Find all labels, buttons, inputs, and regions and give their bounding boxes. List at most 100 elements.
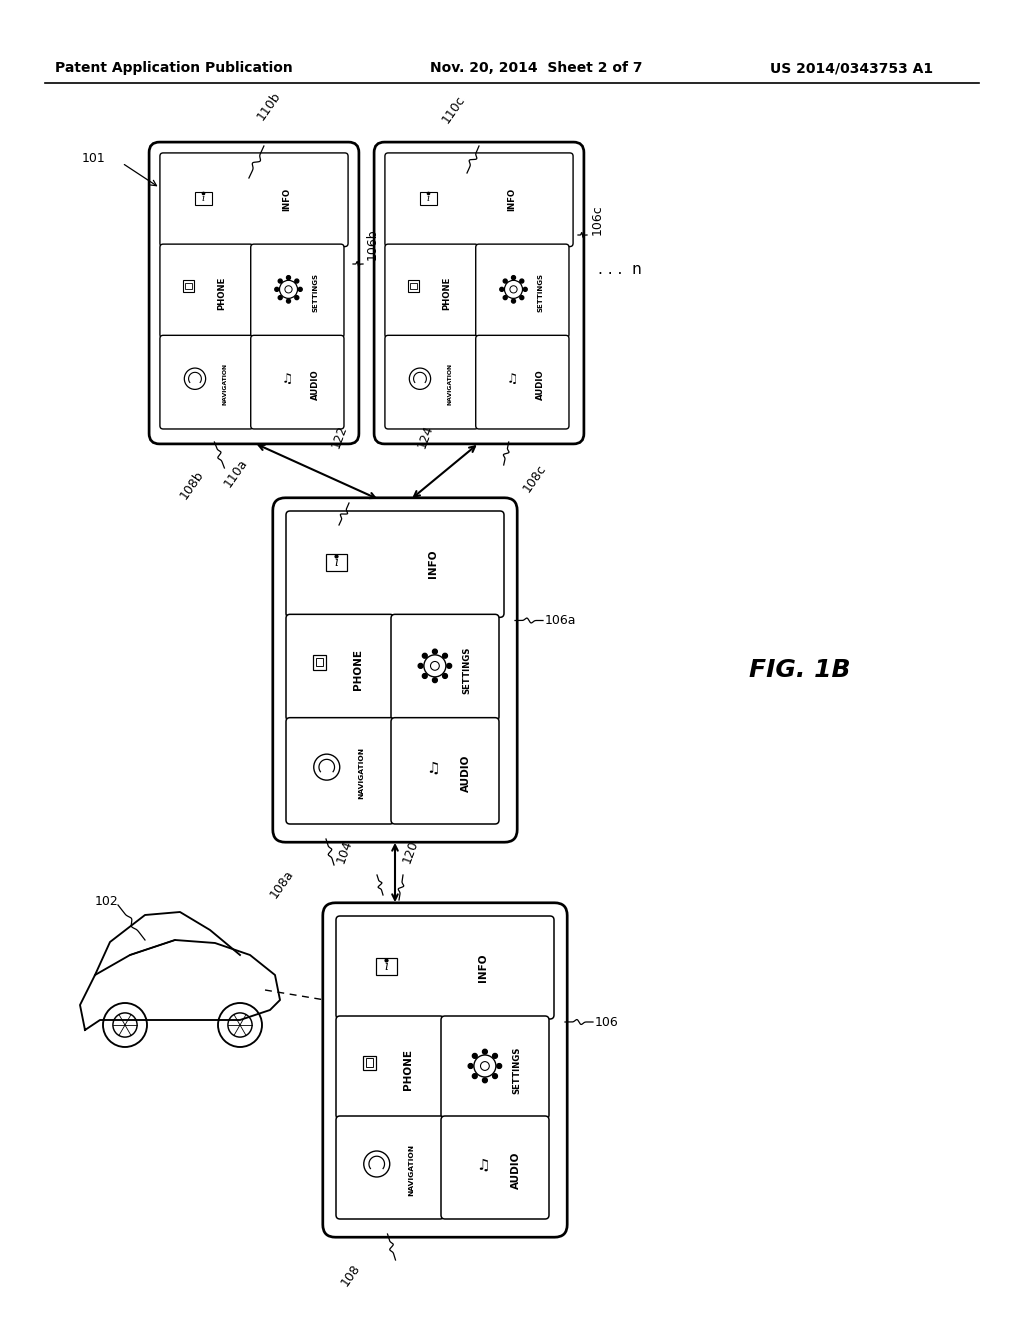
FancyBboxPatch shape — [286, 511, 504, 618]
Circle shape — [422, 653, 427, 659]
Circle shape — [287, 300, 291, 304]
Circle shape — [512, 300, 515, 304]
Circle shape — [298, 288, 302, 292]
Circle shape — [432, 677, 437, 682]
Text: SETTINGS: SETTINGS — [538, 273, 544, 313]
Text: NAVIGATION: NAVIGATION — [447, 363, 453, 405]
FancyBboxPatch shape — [251, 244, 344, 338]
Text: AUDIO: AUDIO — [537, 368, 545, 400]
FancyBboxPatch shape — [476, 335, 569, 429]
Circle shape — [432, 649, 437, 653]
Text: 110b: 110b — [254, 90, 283, 123]
Circle shape — [472, 1073, 477, 1078]
Circle shape — [520, 279, 524, 282]
Text: INFO: INFO — [507, 189, 516, 211]
FancyBboxPatch shape — [323, 903, 567, 1237]
Text: PHONE: PHONE — [353, 649, 364, 690]
FancyBboxPatch shape — [441, 1016, 549, 1119]
FancyBboxPatch shape — [286, 718, 394, 824]
Circle shape — [520, 296, 524, 300]
Text: ♫: ♫ — [476, 1158, 489, 1172]
FancyBboxPatch shape — [195, 191, 212, 206]
Text: i: i — [334, 556, 338, 569]
FancyBboxPatch shape — [374, 143, 584, 444]
FancyBboxPatch shape — [160, 335, 253, 429]
FancyBboxPatch shape — [160, 153, 348, 247]
FancyBboxPatch shape — [160, 244, 253, 338]
Circle shape — [503, 279, 507, 282]
Text: i: i — [202, 194, 205, 203]
Circle shape — [279, 279, 283, 282]
Text: NAVIGATION: NAVIGATION — [222, 363, 227, 405]
Text: PHONE: PHONE — [442, 276, 452, 310]
Circle shape — [482, 1049, 487, 1055]
Text: 124: 124 — [415, 424, 435, 450]
Text: Nov. 20, 2014  Sheet 2 of 7: Nov. 20, 2014 Sheet 2 of 7 — [430, 61, 642, 75]
Text: Patent Application Publication: Patent Application Publication — [55, 61, 293, 75]
Circle shape — [287, 276, 291, 280]
Text: PHONE: PHONE — [403, 1049, 414, 1090]
Text: US 2014/0343753 A1: US 2014/0343753 A1 — [770, 61, 933, 75]
Circle shape — [468, 1064, 473, 1068]
Circle shape — [472, 1053, 477, 1059]
FancyBboxPatch shape — [313, 655, 326, 669]
FancyBboxPatch shape — [251, 335, 344, 429]
FancyBboxPatch shape — [411, 282, 417, 289]
FancyBboxPatch shape — [362, 1056, 376, 1069]
Text: FIG. 1B: FIG. 1B — [750, 657, 851, 682]
FancyBboxPatch shape — [385, 153, 573, 247]
Text: 108b: 108b — [177, 469, 207, 502]
Circle shape — [446, 664, 452, 668]
FancyBboxPatch shape — [326, 554, 347, 572]
Text: 110a: 110a — [221, 457, 250, 490]
FancyBboxPatch shape — [336, 1016, 444, 1119]
Text: i: i — [427, 194, 430, 203]
Text: ♫: ♫ — [426, 760, 439, 776]
FancyBboxPatch shape — [391, 614, 499, 721]
Text: INFO: INFO — [283, 189, 291, 211]
Circle shape — [274, 288, 279, 292]
Circle shape — [500, 288, 504, 292]
FancyBboxPatch shape — [286, 614, 394, 721]
Circle shape — [497, 1064, 502, 1068]
Text: PHONE: PHONE — [218, 276, 226, 310]
Text: 108: 108 — [338, 1262, 362, 1290]
FancyBboxPatch shape — [376, 958, 396, 974]
Text: 120: 120 — [400, 838, 420, 865]
FancyBboxPatch shape — [366, 1059, 374, 1067]
Text: AUDIO: AUDIO — [511, 1151, 521, 1189]
FancyBboxPatch shape — [183, 280, 194, 292]
Text: 108a: 108a — [267, 867, 296, 900]
FancyBboxPatch shape — [409, 280, 419, 292]
FancyBboxPatch shape — [336, 916, 554, 1019]
Text: 108c: 108c — [520, 462, 549, 495]
FancyBboxPatch shape — [185, 282, 191, 289]
Text: i: i — [384, 960, 388, 973]
FancyBboxPatch shape — [150, 143, 358, 444]
FancyBboxPatch shape — [441, 1115, 549, 1218]
Text: ♫: ♫ — [282, 372, 293, 385]
Text: 106a: 106a — [545, 614, 577, 627]
FancyBboxPatch shape — [476, 244, 569, 338]
FancyBboxPatch shape — [385, 244, 478, 338]
Text: INFO: INFO — [478, 953, 487, 982]
Circle shape — [512, 276, 515, 280]
Text: AUDIO: AUDIO — [462, 755, 471, 792]
Circle shape — [503, 296, 507, 300]
Circle shape — [493, 1053, 498, 1059]
Text: 106b: 106b — [366, 228, 379, 260]
Text: SETTINGS: SETTINGS — [512, 1047, 521, 1094]
Circle shape — [523, 288, 527, 292]
Text: SETTINGS: SETTINGS — [312, 273, 318, 313]
FancyBboxPatch shape — [336, 1115, 444, 1218]
FancyBboxPatch shape — [391, 718, 499, 824]
FancyBboxPatch shape — [315, 657, 324, 667]
FancyBboxPatch shape — [420, 191, 437, 206]
Circle shape — [279, 296, 283, 300]
Text: INFO: INFO — [428, 550, 438, 578]
Text: NAVIGATION: NAVIGATION — [358, 747, 365, 800]
Circle shape — [422, 673, 427, 678]
Text: 104: 104 — [335, 838, 355, 865]
Circle shape — [442, 653, 447, 659]
Text: ♫: ♫ — [506, 372, 517, 385]
